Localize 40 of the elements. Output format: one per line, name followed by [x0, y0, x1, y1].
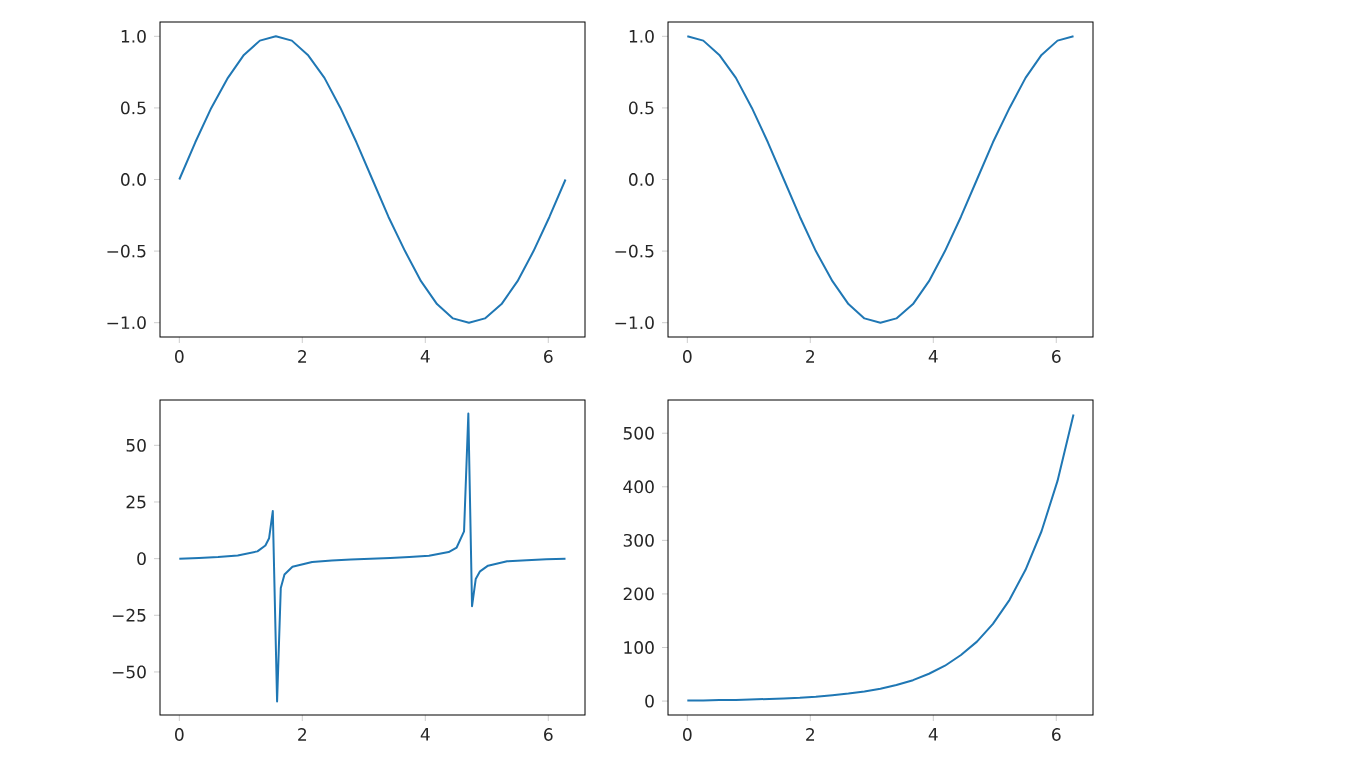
- y-tick-label: 0.0: [121, 173, 146, 186]
- y-tick-label: −1.0: [615, 316, 654, 330]
- y-tick-label: 1.0: [121, 29, 146, 43]
- x-tick-label: 0: [175, 350, 184, 363]
- y-tick-label: 500: [623, 426, 654, 440]
- y-tick-label: 50: [126, 438, 146, 452]
- y-tick-label: 300: [623, 533, 654, 547]
- y-tick-label: 0: [645, 694, 654, 708]
- y-tick-label: 25: [126, 495, 146, 509]
- x-tick-label: 6: [1052, 728, 1061, 741]
- x-tick-label: 6: [544, 728, 553, 741]
- line-series: [178, 412, 567, 703]
- x-tick-label: 0: [175, 728, 184, 741]
- x-tick-label: 2: [298, 350, 307, 363]
- y-tick-label: −0.5: [615, 244, 654, 258]
- y-tick-label: 200: [623, 587, 654, 601]
- y-tick-label: −1.0: [107, 316, 146, 330]
- y-tick-label: −50: [112, 665, 146, 679]
- y-tick-label: 400: [623, 480, 654, 494]
- x-tick-label: 4: [420, 350, 430, 363]
- y-tick-label: −0.5: [107, 244, 146, 258]
- x-tick-label: 4: [420, 728, 430, 741]
- y-tick-label: 0.0: [629, 173, 654, 186]
- y-tick-label: 0: [137, 552, 146, 566]
- line-series: [686, 35, 1075, 324]
- x-tick-label: 0: [683, 728, 692, 741]
- x-tick-label: 0: [683, 350, 692, 363]
- y-tick-label: −25: [112, 608, 146, 622]
- x-tick-label: 4: [928, 728, 938, 741]
- x-tick-label: 2: [806, 728, 815, 741]
- line-series: [178, 35, 567, 324]
- y-tick-label: 0.5: [629, 101, 654, 115]
- x-tick-label: 6: [1052, 350, 1061, 363]
- x-tick-label: 4: [928, 350, 938, 363]
- y-tick-label: 0.5: [121, 101, 146, 115]
- y-tick-label: 1.0: [629, 29, 654, 43]
- x-tick-label: 2: [298, 728, 307, 741]
- x-tick-label: 6: [544, 350, 553, 363]
- x-tick-label: 2: [806, 350, 815, 363]
- y-tick-label: 100: [624, 641, 654, 654]
